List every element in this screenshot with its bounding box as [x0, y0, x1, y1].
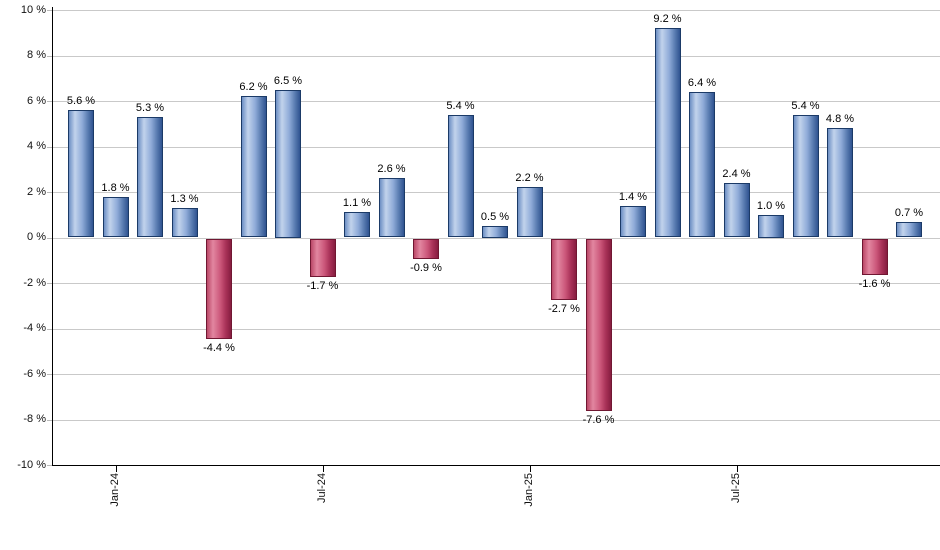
bar-positive: [758, 214, 784, 238]
bar-positive: [620, 205, 646, 238]
y-axis-label: -6 %: [23, 367, 46, 380]
bar-positive: [344, 212, 370, 238]
x-axis-label: Jan-24: [108, 473, 121, 507]
bar-value-label: -2.7 %: [548, 302, 580, 315]
bar-value-label: 5.3 %: [135, 101, 165, 114]
y-axis-label: -4 %: [23, 322, 46, 334]
bar-negative: [861, 238, 888, 275]
bar-negative: [309, 238, 336, 278]
bar-negative: [413, 238, 439, 259]
bar-positive: [827, 128, 853, 238]
bar-negative: [206, 238, 232, 339]
bar-positive: [171, 207, 198, 238]
bar-value-label: 1.1 %: [342, 197, 372, 210]
bar-positive: [689, 91, 715, 238]
y-gridline: [52, 192, 940, 193]
bar-positive: [792, 114, 819, 238]
y-axis-tick: [47, 237, 52, 239]
bar-negative: [551, 238, 577, 300]
bar-value-label: 1.0 %: [756, 199, 786, 212]
bar-value-label: -1.6 %: [858, 277, 891, 290]
bar-value-label: -7.6 %: [582, 414, 615, 427]
y-axis-tick: [47, 465, 52, 466]
y-axis-tick: [47, 192, 52, 193]
y-axis-label: 10 %: [20, 3, 46, 16]
y-axis-label: -2 %: [23, 276, 46, 289]
y-axis-label: 0 %: [27, 231, 46, 243]
y-gridline: [52, 328, 940, 330]
y-axis-tick: [47, 328, 52, 330]
y-axis-label: 2 %: [27, 185, 46, 198]
bar-value-label: 1.4 %: [618, 190, 648, 203]
bar-value-label: 0.7 %: [894, 206, 924, 219]
x-axis-tick: [322, 466, 324, 472]
y-axis-tick: [47, 419, 52, 421]
bar-value-label: 6.4 %: [687, 76, 717, 89]
y-gridline: [52, 101, 940, 102]
bar-value-label: 5.4 %: [791, 99, 820, 112]
bar-value-label: 1.3 %: [170, 192, 199, 205]
y-gridline: [52, 374, 940, 375]
x-axis-label: Jul-24: [315, 473, 328, 503]
y-axis-label: 4 %: [27, 140, 46, 152]
bar-value-label: 2.2 %: [515, 172, 544, 185]
bar-value-label: -0.9 %: [410, 261, 442, 274]
x-axis-tick: [115, 466, 117, 472]
y-axis-label: 8 %: [27, 49, 46, 61]
bar-value-label: -1.7 %: [306, 280, 339, 293]
y-axis-label: -8 %: [23, 413, 46, 425]
y-gridline: [52, 237, 940, 239]
x-axis-tick: [529, 466, 531, 472]
bar-positive: [240, 96, 267, 238]
bar-positive: [275, 89, 301, 238]
y-axis-tick: [47, 374, 52, 375]
y-axis-tick: [47, 283, 52, 284]
bar-positive: [516, 187, 543, 238]
y-axis-tick: [47, 146, 52, 148]
bar-value-label: 6.5 %: [273, 74, 303, 87]
y-gridline: [52, 55, 940, 57]
bar-positive: [482, 226, 508, 238]
bar-value-label: 6.2 %: [239, 81, 268, 94]
y-gridline: [52, 10, 940, 11]
bar-positive: [68, 110, 94, 238]
bar-positive: [654, 28, 681, 238]
bar-value-label: 0.5 %: [480, 211, 510, 224]
bar-value-label: 2.6 %: [377, 163, 406, 176]
bar-value-label: 5.6 %: [66, 95, 96, 108]
bar-positive: [102, 196, 129, 238]
x-axis-line: [52, 465, 940, 466]
y-gridline: [52, 146, 940, 148]
bar-value-label: 4.8 %: [825, 113, 855, 126]
x-axis-tick: [736, 466, 738, 472]
x-axis-label: Jan-25: [522, 473, 535, 507]
bar-value-label: 1.8 %: [101, 181, 130, 194]
y-axis-line: [52, 7, 53, 466]
bar-value-label: 9.2 %: [653, 13, 682, 26]
y-gridline: [52, 283, 940, 284]
y-gridline: [52, 419, 940, 421]
bar-positive: [447, 114, 474, 238]
bar-value-label: 2.4 %: [722, 167, 751, 180]
y-axis-tick: [47, 55, 52, 57]
bar-value-label: -4.4 %: [203, 341, 235, 354]
y-axis-tick: [47, 101, 52, 102]
bar-positive: [378, 178, 405, 238]
y-axis-label: 6 %: [27, 94, 46, 107]
y-axis-tick: [47, 10, 52, 11]
bar-positive: [137, 116, 163, 238]
bar-positive: [896, 221, 922, 238]
bar-positive: [723, 182, 750, 238]
y-axis-label: -10 %: [17, 458, 46, 471]
bar-negative: [585, 238, 612, 412]
bar-value-label: 5.4 %: [446, 99, 475, 112]
x-axis-label: Jul-25: [729, 473, 742, 503]
